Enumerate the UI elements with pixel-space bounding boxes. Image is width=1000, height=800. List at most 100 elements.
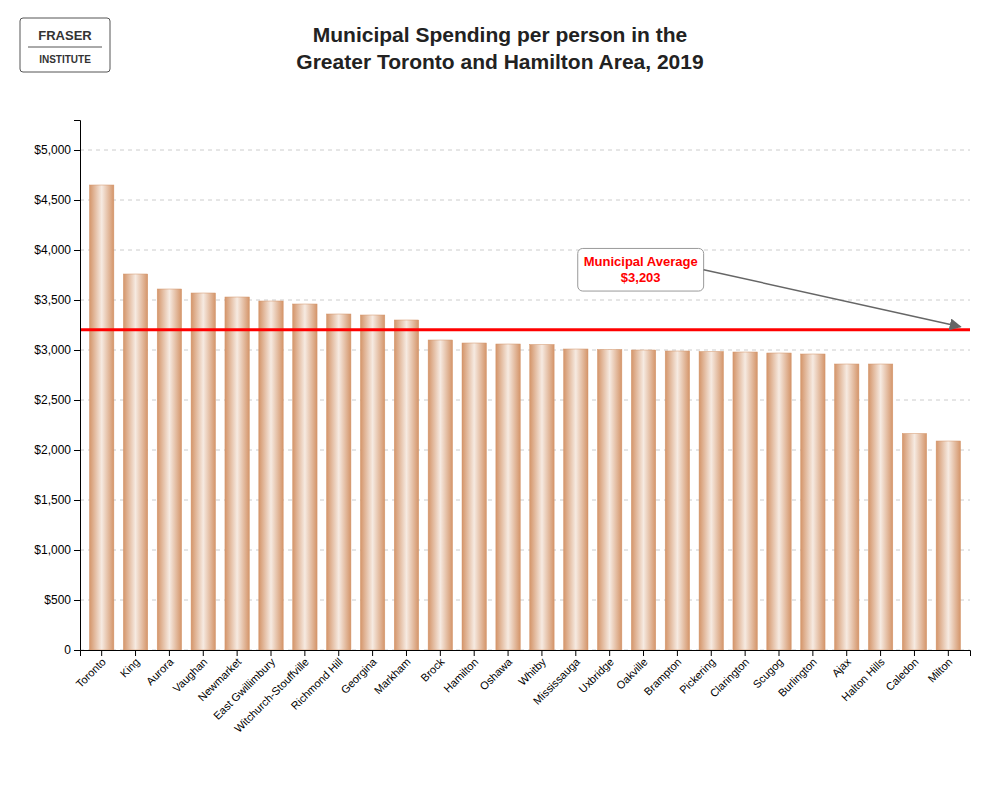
average-label-box [578, 248, 704, 291]
x-axis: TorontoKingAuroraVaughanNewmarketEast Gw… [73, 650, 970, 735]
y-tick-mark [74, 300, 80, 301]
x-tick: Mississauga [531, 650, 583, 707]
chart-svg: 0 $500 $1,000 $1,500 $2,000 $2,500 $3,000 $3,50… [0, 0, 1000, 800]
y-tick-mark [74, 600, 80, 601]
x-tick-mark [135, 650, 136, 656]
x-tick-label: Ajax [829, 655, 853, 679]
x-tick: King [118, 650, 142, 680]
x-tick-mark [880, 650, 881, 656]
bar [597, 350, 621, 651]
x-tick-mark [508, 650, 509, 656]
bar [462, 343, 486, 650]
x-tick-mark [914, 650, 915, 656]
y-tick-mark [74, 200, 80, 201]
average-label-line: $3,203 [621, 270, 661, 285]
x-tick-mark [711, 650, 712, 656]
x-tick: Clarington [707, 650, 751, 699]
x-tick: Richmond Hill [288, 650, 344, 712]
logo-box [20, 18, 110, 72]
y-tick: $4,500 [34, 193, 80, 207]
bar [631, 350, 655, 650]
x-tick-mark [948, 650, 949, 656]
x-tick: Toronto [73, 650, 107, 690]
bar [767, 353, 791, 650]
x-tick-label: Aurora [144, 655, 176, 687]
bar [496, 344, 520, 650]
x-tick-mark [609, 650, 610, 656]
y-tick: $3,500 [34, 293, 80, 307]
y-tick-mark [74, 150, 80, 151]
y-tick-mark [74, 650, 80, 651]
x-tick-label: Burlington [776, 656, 820, 700]
y-tick: $3,000 [34, 343, 80, 357]
x-tick-mark [169, 650, 170, 656]
x-tick-mark [338, 650, 339, 656]
bar [293, 304, 317, 650]
x-tick: Burlington [776, 650, 820, 699]
x-tick: Ajax [829, 650, 853, 679]
x-tick-mark [575, 650, 576, 656]
y-tick-label: $4,000 [34, 243, 71, 257]
average-label: Municipal Average$3,203 [584, 254, 698, 285]
y-tick-mark [74, 550, 80, 551]
x-tick: Brock [418, 650, 447, 684]
y-tick-label: $2,500 [34, 393, 71, 407]
x-tick-mark [440, 650, 441, 656]
bar [157, 289, 181, 650]
x-tick: Uxbridge [576, 650, 616, 695]
grid-line [80, 150, 970, 151]
logo-text: INSTITUTE [39, 54, 91, 65]
x-tick: Brampton [641, 650, 683, 698]
y-tick-mark [74, 250, 80, 251]
bar [428, 340, 452, 650]
bar [225, 297, 249, 650]
grid [80, 150, 970, 650]
x-tick-mark [541, 650, 542, 656]
x-tick-mark [745, 650, 746, 656]
y-tick: $1,500 [34, 493, 80, 507]
y-tick-label: $500 [44, 593, 71, 607]
x-tick-label: Whitby [516, 655, 549, 688]
average-annotation: Municipal Average$3,203 [578, 248, 961, 326]
x-tick: Aurora [144, 650, 176, 687]
x-tick-label: Milton [925, 656, 954, 685]
bar [801, 354, 825, 650]
x-tick-label: Markham [372, 656, 413, 697]
x-tick: Whitby [516, 650, 549, 688]
y-tick-mark [74, 350, 80, 351]
x-tick: Markham [372, 650, 413, 696]
bar [733, 352, 757, 650]
x-tick-mark [372, 650, 373, 656]
bar [327, 314, 351, 650]
y-tick: 0 [64, 643, 80, 657]
x-tick-label: King [118, 656, 142, 680]
x-tick-mark [643, 650, 644, 656]
y-tick-label: $2,000 [34, 443, 71, 457]
y-axis-line [74, 121, 81, 651]
x-tick-label: Brampton [641, 656, 683, 698]
bar [936, 441, 960, 650]
y-tick: $5,000 [34, 143, 80, 157]
x-tick-mark [203, 650, 204, 656]
x-tick-label: Mississauga [531, 655, 583, 707]
title-line: Municipal Spending per person in the [313, 23, 688, 46]
bar [699, 352, 723, 651]
x-tick: Milton [925, 650, 954, 685]
x-tick-label: East Gwillimbury [211, 655, 278, 722]
x-tick-label: Caledon [883, 656, 920, 693]
y-tick: $1,000 [34, 543, 80, 557]
bar [360, 315, 384, 650]
bar [868, 364, 892, 650]
x-tick-label: Halton Hills [839, 655, 887, 703]
title: Municipal Spending per person in theGrea… [296, 23, 703, 73]
average-line [80, 328, 970, 331]
x-tick-mark [101, 650, 102, 656]
bar [191, 293, 215, 650]
x-tick-mark [304, 650, 305, 656]
x-tick-mark [271, 650, 272, 656]
y-tick-label: $1,500 [34, 493, 71, 507]
x-tick-mark [677, 650, 678, 656]
y-tick-label: $4,500 [34, 193, 71, 207]
x-tick: Scugog [750, 650, 785, 690]
y-tick-mark [74, 400, 80, 401]
